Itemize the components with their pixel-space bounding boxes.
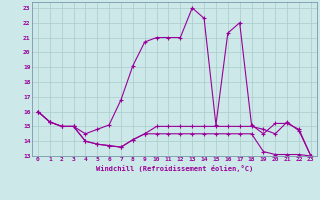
X-axis label: Windchill (Refroidissement éolien,°C): Windchill (Refroidissement éolien,°C) — [96, 165, 253, 172]
